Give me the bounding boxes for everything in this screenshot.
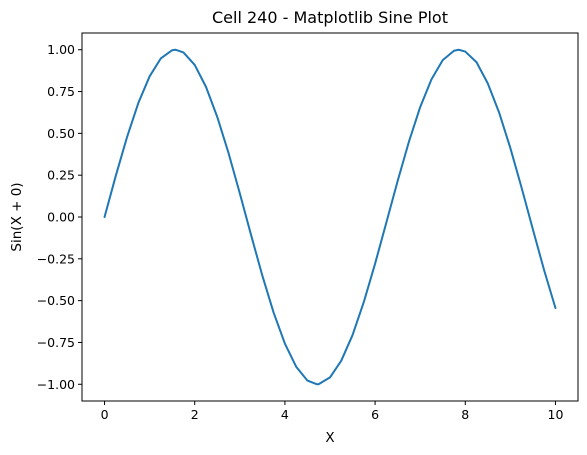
axis-ticks: 0 2 4 6 8 10 1.00 0.75 0.50 0.25 0.00 −0.25 −0.50 −0.… <box>37 42 564 422</box>
plot-frame <box>81 32 579 402</box>
x-tick-label: 4 <box>281 407 289 422</box>
y-tick-label: −0.75 <box>37 335 75 350</box>
y-tick-label: −0.25 <box>37 251 75 266</box>
x-tick-label: 2 <box>191 407 199 422</box>
y-tick-label: 0.00 <box>47 210 75 225</box>
y-tick-label: −1.00 <box>37 377 75 392</box>
y-tick-label: 0.75 <box>47 84 75 99</box>
y-tick-label: −0.50 <box>37 293 75 308</box>
y-tick-label: 0.25 <box>47 168 75 183</box>
x-tick-label: 6 <box>371 407 379 422</box>
y-axis-label: Sin(X + 0) <box>9 182 25 251</box>
y-tick-label: 1.00 <box>47 42 75 57</box>
x-tick-label: 0 <box>101 407 109 422</box>
x-tick-label: 8 <box>461 407 469 422</box>
chart-title: Cell 240 - Matplotlib Sine Plot <box>212 8 448 27</box>
y-tick-label: 0.50 <box>47 126 75 141</box>
x-tick-label: 10 <box>548 407 564 422</box>
plot-area <box>82 33 578 401</box>
sine-series-line <box>103 48 557 386</box>
x-axis-label: X <box>325 430 334 446</box>
